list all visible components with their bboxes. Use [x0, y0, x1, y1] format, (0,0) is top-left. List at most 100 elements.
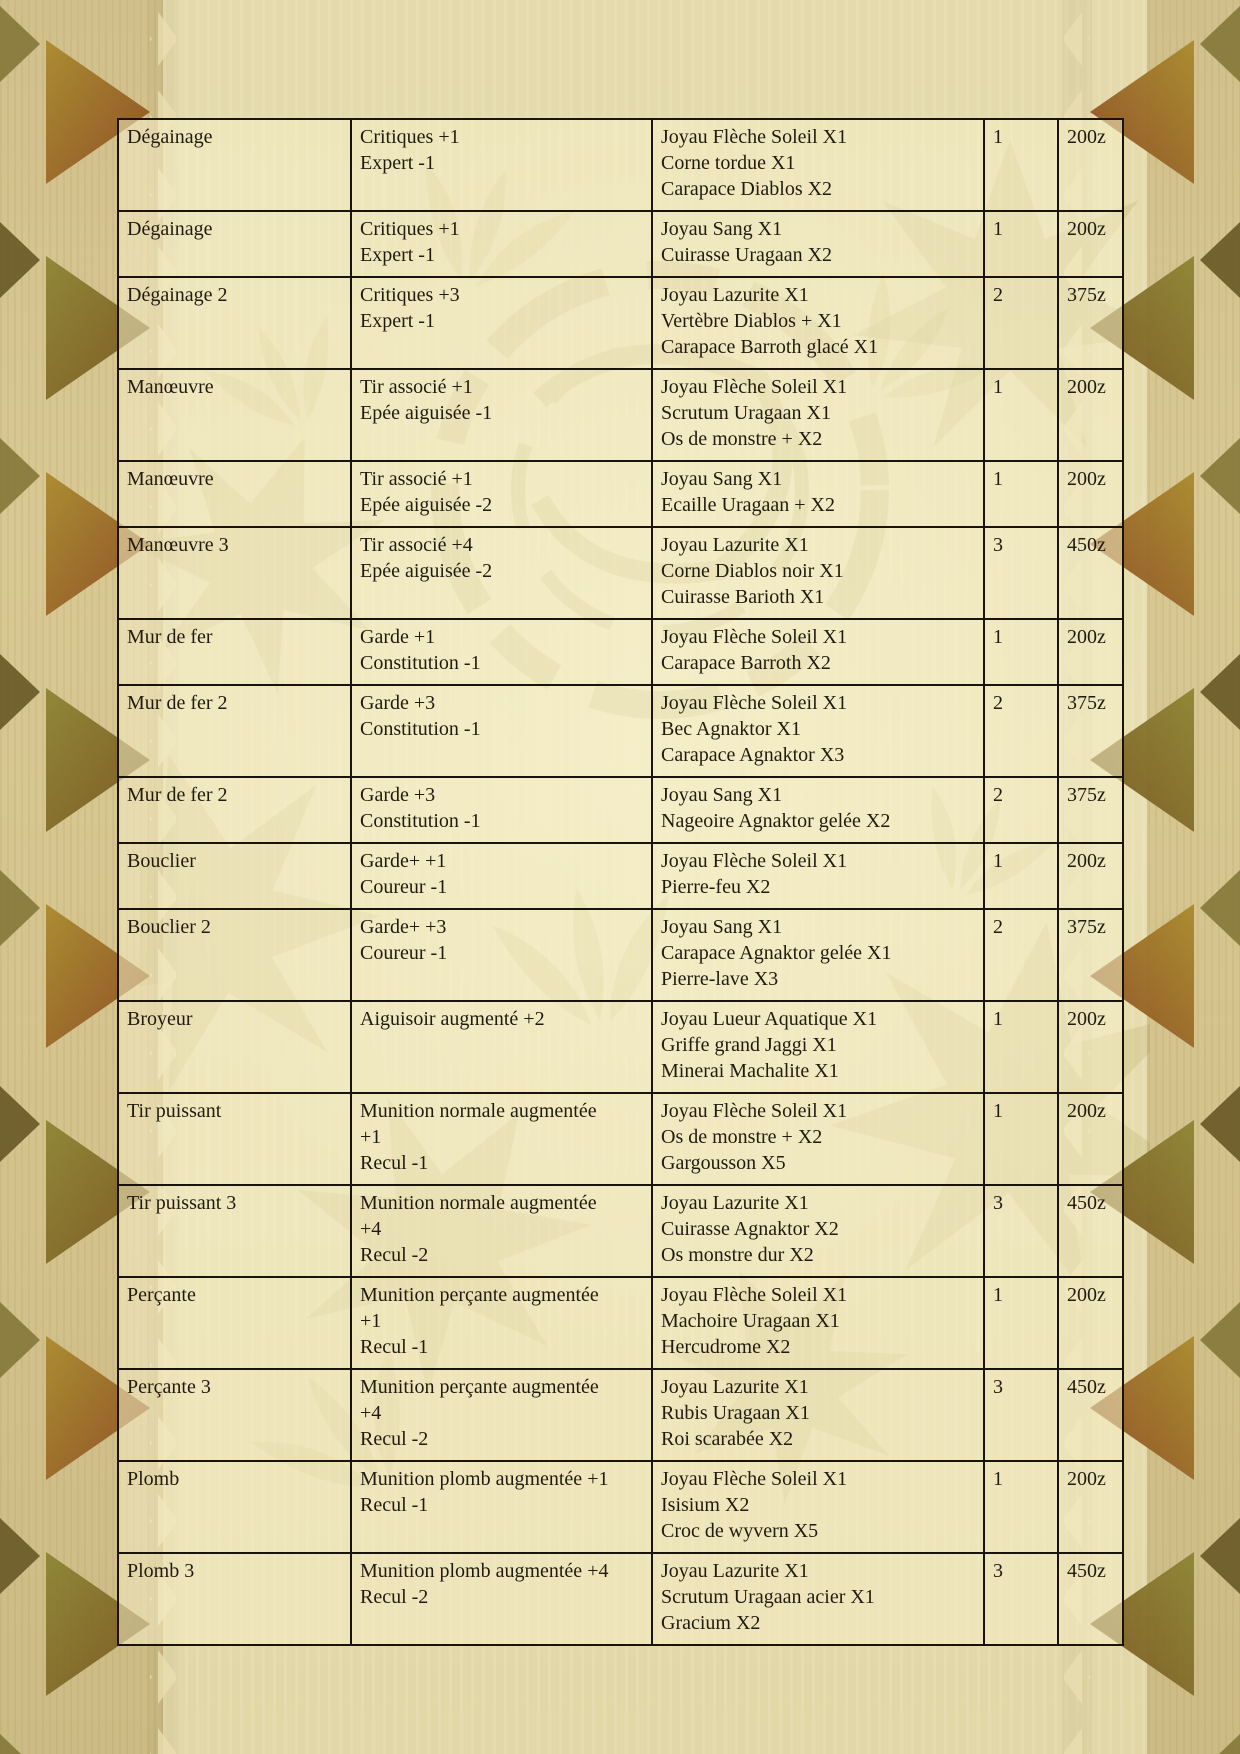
- material-line: Joyau Flèche Soleil X1: [661, 376, 848, 398]
- jewel-name: Tir puissant 3: [127, 1192, 237, 1214]
- slot-count: 1: [993, 468, 1003, 490]
- materials-cell: Joyau Flèche Soleil X1 Corne tordue X1 Car…: [651, 118, 985, 212]
- slots-cell: 1: [983, 210, 1059, 278]
- skill-line: Munition normale augmentée: [360, 1192, 597, 1214]
- material-line: Joyau Sang X1: [661, 784, 783, 806]
- materials-cell: Joyau Lazurite X1 Cuirasse Agnaktor X2 Os …: [651, 1184, 985, 1278]
- jewel-name: Manœuvre 3: [127, 534, 229, 556]
- material-line: Pierre-feu X2: [661, 876, 771, 898]
- skill-line: Tir associé +1: [360, 376, 473, 398]
- skill-line: Tir associé +1: [360, 468, 473, 490]
- materials-cell: Joyau Flèche Soleil X1 Bec Agnaktor X1 Car…: [651, 684, 985, 778]
- jewel-name-cell: Mur de fer 2: [117, 776, 352, 844]
- slots-cell: 1: [983, 1092, 1059, 1186]
- skill-line: Coureur -1: [360, 876, 448, 898]
- price-cell: 375z: [1057, 684, 1124, 778]
- price-value: 200z: [1067, 468, 1106, 490]
- slot-count: 2: [993, 692, 1003, 714]
- slots-cell: 1: [983, 368, 1059, 462]
- materials-cell: Joyau Flèche Soleil X1 Scrutum Uragaan X1…: [651, 368, 985, 462]
- jewel-name-cell: Bouclier 2: [117, 908, 352, 1002]
- material-line: Os de monstre + X2: [661, 1126, 823, 1148]
- materials-cell: Joyau Sang X1 Cuirasse Uragaan X2: [651, 210, 985, 278]
- skill-line: Epée aiguisée -2: [360, 494, 493, 516]
- table-row: Manœuvre Tir associé +1 Epée aiguisée -1 …: [117, 368, 1124, 462]
- skill-line: Expert -1: [360, 152, 435, 174]
- price-value: 375z: [1067, 692, 1106, 714]
- slots-cell: 3: [983, 526, 1059, 620]
- price-cell: 375z: [1057, 776, 1124, 844]
- material-line: Cuirasse Agnaktor X2: [661, 1218, 839, 1240]
- skill-effects-cell: Critiques +3 Expert -1: [350, 276, 653, 370]
- skill-line: Munition normale augmentée: [360, 1100, 597, 1122]
- jewel-name: Dégainage 2: [127, 284, 228, 306]
- slots-cell: 3: [983, 1184, 1059, 1278]
- material-line: Joyau Lazurite X1: [661, 1192, 809, 1214]
- table-row: Dégainage 2 Critiques +3 Expert -1 Joyau …: [117, 276, 1124, 370]
- skill-line: Munition perçante augmentée: [360, 1284, 599, 1306]
- jewel-name: Perçante 3: [127, 1376, 211, 1398]
- slot-count: 1: [993, 1284, 1003, 1306]
- material-line: Gracium X2: [661, 1612, 761, 1634]
- skill-line: Garde+ +1: [360, 850, 447, 872]
- skill-line: Recul -1: [360, 1152, 429, 1174]
- price-cell: 450z: [1057, 1552, 1124, 1646]
- slot-count: 1: [993, 126, 1003, 148]
- price-cell: 200z: [1057, 368, 1124, 462]
- price-value: 200z: [1067, 626, 1106, 648]
- jewel-name-cell: Manœuvre: [117, 460, 352, 528]
- jewel-name-cell: Plomb: [117, 1460, 352, 1554]
- materials-cell: Joyau Flèche Soleil X1 Os de monstre + X2…: [651, 1092, 985, 1186]
- skill-effects-cell: Munition perçante augmentée +1 Recul -1: [350, 1276, 653, 1370]
- slots-cell: 2: [983, 684, 1059, 778]
- price-cell: 450z: [1057, 1368, 1124, 1462]
- jewel-name-cell: Tir puissant: [117, 1092, 352, 1186]
- jewel-name-cell: Plomb 3: [117, 1552, 352, 1646]
- skill-line: Recul -2: [360, 1428, 429, 1450]
- skill-line: Expert -1: [360, 310, 435, 332]
- jewel-name: Mur de fer 2: [127, 692, 228, 714]
- skill-line: +1: [360, 1126, 382, 1148]
- slots-cell: 2: [983, 776, 1059, 844]
- skill-line: Munition plomb augmentée +1: [360, 1468, 609, 1490]
- skill-effects-cell: Tir associé +1 Epée aiguisée -2: [350, 460, 653, 528]
- price-cell: 200z: [1057, 210, 1124, 278]
- price-value: 450z: [1067, 1560, 1106, 1582]
- skill-effects-cell: Aiguisoir augmenté +2: [350, 1000, 653, 1094]
- table-row: Mur de fer 2 Garde +3 Constitution -1 Joy…: [117, 776, 1124, 844]
- price-value: 200z: [1067, 1100, 1106, 1122]
- slot-count: 1: [993, 626, 1003, 648]
- skill-effects-cell: Munition perçante augmentée +4 Recul -2: [350, 1368, 653, 1462]
- skill-effects-cell: Munition normale augmentée +4 Recul -2: [350, 1184, 653, 1278]
- slot-count: 1: [993, 850, 1003, 872]
- material-line: Vertèbre Diablos + X1: [661, 310, 842, 332]
- material-line: Os monstre dur X2: [661, 1244, 814, 1266]
- slot-count: 3: [993, 534, 1003, 556]
- skill-effects-cell: Garde +3 Constitution -1: [350, 776, 653, 844]
- jewel-name: Plomb 3: [127, 1560, 195, 1582]
- skill-effects-cell: Munition plomb augmentée +1 Recul -1: [350, 1460, 653, 1554]
- material-line: Minerai Machalite X1: [661, 1060, 839, 1082]
- skill-line: Constitution -1: [360, 810, 481, 832]
- material-line: Isisium X2: [661, 1494, 750, 1516]
- slot-count: 3: [993, 1376, 1003, 1398]
- materials-cell: Joyau Flèche Soleil X1 Machoire Uragaan X…: [651, 1276, 985, 1370]
- material-line: Joyau Lazurite X1: [661, 1376, 809, 1398]
- price-cell: 450z: [1057, 526, 1124, 620]
- price-cell: 200z: [1057, 1276, 1124, 1370]
- material-line: Joyau Sang X1: [661, 468, 783, 490]
- slots-cell: 1: [983, 1460, 1059, 1554]
- skill-line: Munition perçante augmentée: [360, 1376, 599, 1398]
- price-value: 450z: [1067, 1192, 1106, 1214]
- material-line: Scrutum Uragaan X1: [661, 402, 831, 424]
- skill-line: Recul -1: [360, 1336, 429, 1358]
- table-row: Tir puissant 3 Munition normale augmenté…: [117, 1184, 1124, 1278]
- price-cell: 200z: [1057, 1460, 1124, 1554]
- material-line: Joyau Sang X1: [661, 916, 783, 938]
- slots-cell: 1: [983, 460, 1059, 528]
- material-line: Ecaille Uragaan + X2: [661, 494, 835, 516]
- price-cell: 450z: [1057, 1184, 1124, 1278]
- material-line: Joyau Flèche Soleil X1: [661, 692, 848, 714]
- skill-line: Tir associé +4: [360, 534, 473, 556]
- materials-cell: Joyau Lueur Aquatique X1 Griffe grand Jag…: [651, 1000, 985, 1094]
